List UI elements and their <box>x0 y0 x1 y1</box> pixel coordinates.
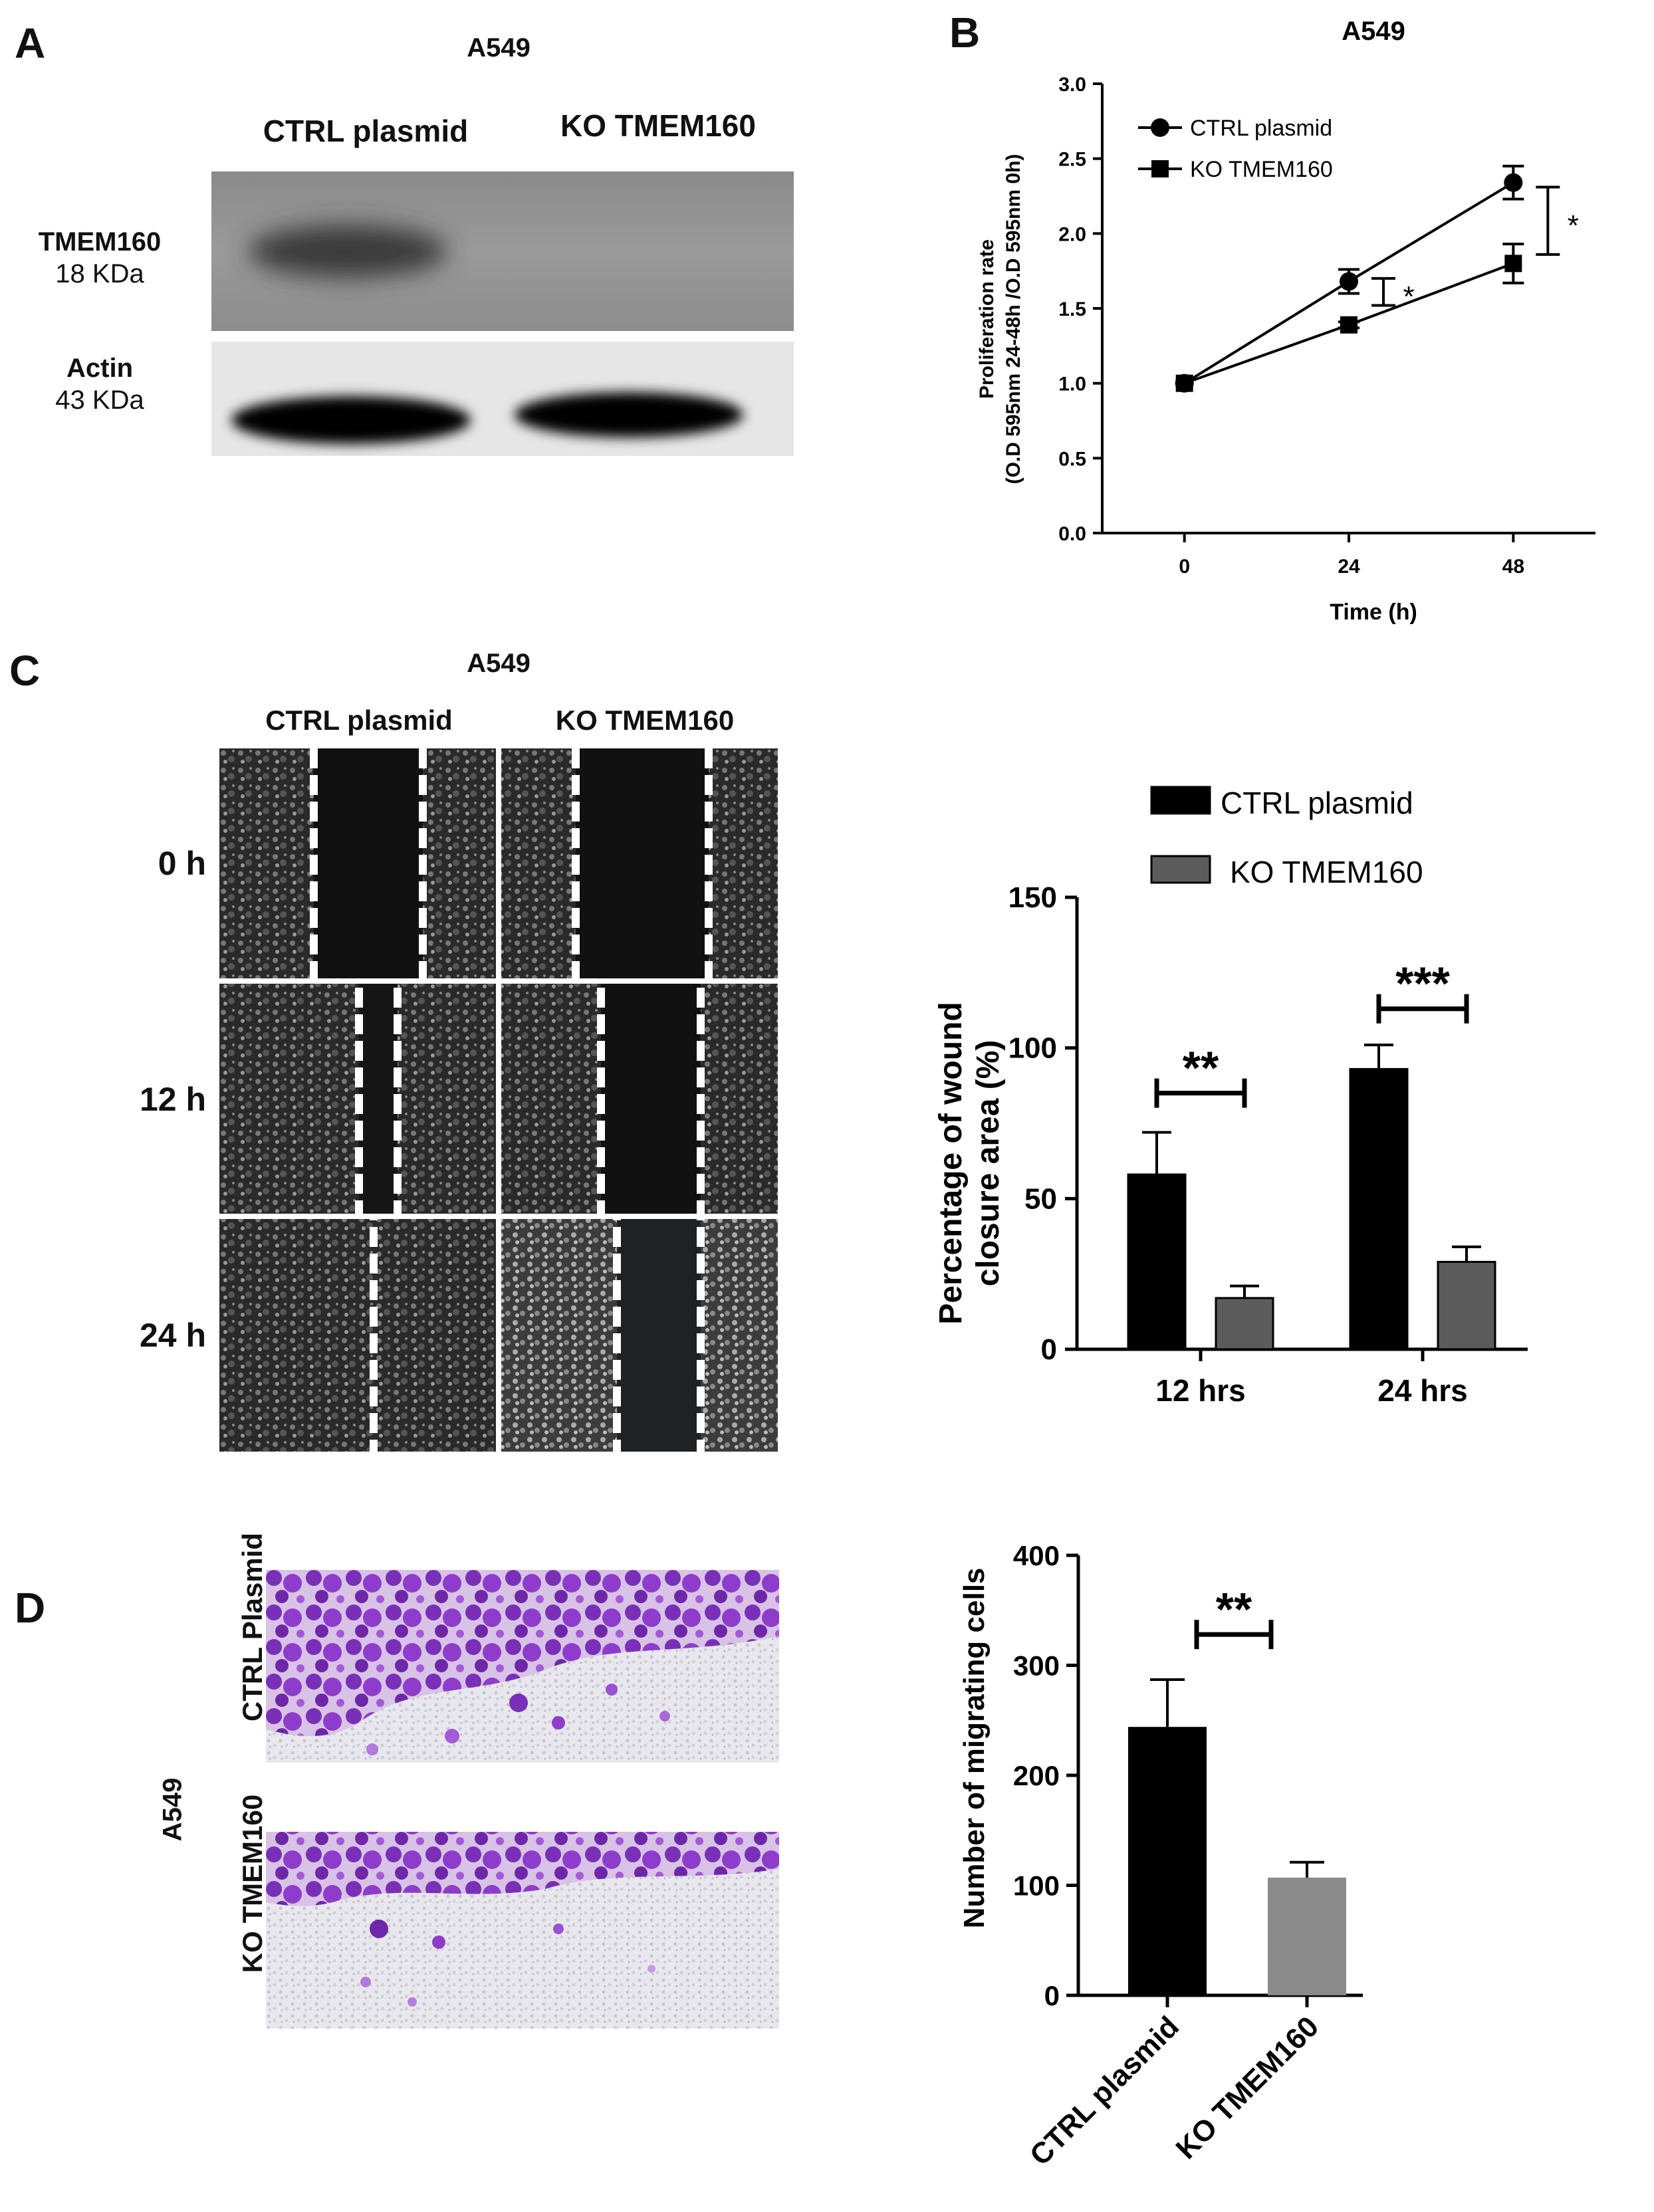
tmem160-band-ctrl <box>248 225 447 278</box>
wound-closure-x-tick-label: 12 hrs <box>1155 1373 1246 1408</box>
scratch-assay-grid <box>219 748 778 1452</box>
panel-c-col-ctrl: CTRL plasmid <box>265 705 453 736</box>
row-label-24h: 24 h <box>139 1317 206 1354</box>
wound-closure-y-tick-label: 100 <box>1008 1032 1057 1065</box>
wound-closure-ylabel-2: closure area (%) <box>971 1040 1006 1287</box>
panel-c-title: A549 <box>467 649 531 678</box>
scratch-12h-ko <box>501 984 778 1214</box>
panel-a-col-ctrl: CTRL plasmid <box>263 114 469 148</box>
transwell-ctrl-image <box>266 1570 779 1763</box>
proliferation-legend-marker <box>1151 160 1169 177</box>
proliferation-chart: A549 0.0 0.5 1.0 1.5 2.0 2.5 3.0 0 24 48 CTRL pla… <box>976 17 1595 625</box>
wound-closure-legend-label: CTRL plasmid <box>1221 786 1413 820</box>
proliferation-ylabel-2: (O.D 595nm 24-48h /O.D 595nm 0h) <box>1003 154 1024 485</box>
wound-closure-sig-label: *** <box>1395 958 1450 1010</box>
panel-d-row-ctrl: CTRL Plasmid <box>237 1533 268 1721</box>
migration-bar <box>1128 1727 1207 1995</box>
proliferation-legend-marker <box>1151 118 1169 137</box>
migration-sig-label: ** <box>1216 1583 1252 1635</box>
scratch-12h-ctrl <box>219 984 496 1214</box>
migration-y-tick-label: 0 <box>1044 1980 1060 2011</box>
migration-y-tick-label: 300 <box>1013 1650 1060 1682</box>
proliferation-point-square <box>1504 255 1522 273</box>
proliferation-point-square <box>1175 374 1193 392</box>
scratch-24h-ctrl <box>219 1219 496 1452</box>
migration-y-tick-label: 100 <box>1013 1870 1060 1902</box>
proliferation-title: A549 <box>1342 17 1405 46</box>
transwell-images <box>266 1570 779 2029</box>
proliferation-legend-label: KO TMEM160 <box>1190 157 1333 182</box>
proliferation-x-tick-label: 48 <box>1502 556 1524 578</box>
migration-ylabel: Number of migrating cells <box>958 1568 991 1929</box>
wound-closure-legend-swatch <box>1150 786 1211 815</box>
panel-a-letter: A <box>15 19 46 67</box>
panel-d-side-label: A549 <box>158 1777 187 1842</box>
panel-c-letter: C <box>9 647 41 695</box>
row-label-12h: 12 h <box>139 1081 206 1118</box>
band2-size: 43 KDa <box>55 386 144 415</box>
band2-label: Actin 43 KDa <box>13 352 186 416</box>
band1-size: 18 KDa <box>55 259 144 288</box>
wound-closure-ylabel-1: Percentage of wound <box>933 1002 969 1324</box>
band1-label: TMEM160 18 KDa <box>13 226 186 290</box>
migration-y-tick-label: 200 <box>1013 1760 1060 1791</box>
wound-closure-sig-label: ** <box>1183 1042 1219 1094</box>
proliferation-sig-24-label: * <box>1403 280 1414 313</box>
proliferation-x-tick-label: 0 <box>1179 556 1190 578</box>
proliferation-y-tick-label: 3.0 <box>1058 74 1086 96</box>
actin-band-ctrl <box>231 396 471 444</box>
wound-closure-bar <box>1127 1173 1187 1351</box>
proliferation-sig-48-label: * <box>1568 209 1579 242</box>
migration-x-tick-label: KO TMEM160 <box>1170 2010 1325 2165</box>
wound-closure-marks: ***** <box>1127 958 1496 1351</box>
proliferation-point-circle <box>1340 272 1358 291</box>
proliferation-xlabel: Time (h) <box>1330 600 1417 625</box>
proliferation-marks: CTRL plasmid KO TMEM160 * * <box>1138 116 1579 393</box>
proliferation-y-tick-label: 0.0 <box>1058 523 1086 545</box>
wound-closure-bar <box>1437 1261 1496 1351</box>
migration-marks: ** <box>1128 1583 1346 1995</box>
proliferation-y-tick-label: 1.5 <box>1058 298 1086 320</box>
scratch-0h-ctrl <box>219 748 496 978</box>
row-label-0h: 0 h <box>158 845 206 882</box>
migration-x-tick-label: CTRL plasmid <box>1024 2010 1185 2171</box>
wound-closure-y-tick-label: 50 <box>1024 1182 1057 1215</box>
panel-a-col-ko: KO TMEM160 <box>560 108 756 143</box>
panel-d-letter: D <box>15 1584 46 1632</box>
proliferation-y-tick-label: 2.5 <box>1058 149 1086 171</box>
wound-closure-y-tick-label: 0 <box>1041 1333 1057 1366</box>
scratch-24h-ko <box>501 1219 778 1452</box>
proliferation-point-circle <box>1504 173 1523 192</box>
proliferation-y-tick-label: 1.0 <box>1058 374 1086 395</box>
proliferation-x-tick-label: 24 <box>1338 556 1360 578</box>
band2-name: Actin <box>66 354 133 383</box>
panel-b-letter: B <box>949 9 981 56</box>
proliferation-y-tick-label: 2.0 <box>1058 223 1086 245</box>
wound-closure-bar <box>1349 1067 1409 1351</box>
migration-y-tick-label: 400 <box>1013 1540 1060 1571</box>
panel-a-title: A549 <box>467 33 531 62</box>
western-blot <box>211 171 794 456</box>
wound-closure-bar <box>1215 1297 1274 1351</box>
proliferation-legend-label: CTRL plasmid <box>1190 116 1332 141</box>
band1-name: TMEM160 <box>38 227 162 257</box>
migration-bar <box>1268 1877 1346 1995</box>
wound-closure-chart: CTRL plasmid KO TMEM160 0 50 100 150 12 hrs 24… <box>933 786 1528 1408</box>
panel-d-row-ko: KO TMEM160 <box>237 1794 268 1973</box>
scratch-0h-ko <box>501 748 778 978</box>
transwell-ko-image <box>266 1832 779 2029</box>
wound-closure-y-tick-label: 150 <box>1008 881 1057 914</box>
actin-band-ko <box>515 392 743 437</box>
proliferation-point-square <box>1340 316 1358 334</box>
panel-c-col-ko: KO TMEM160 <box>555 705 735 736</box>
proliferation-ylabel-1: Proliferation rate <box>976 239 998 399</box>
wound-closure-x-tick-label: 24 hrs <box>1377 1373 1468 1408</box>
wound-closure-legend-label: KO TMEM160 <box>1230 855 1423 889</box>
wound-closure-legend: CTRL plasmid KO TMEM160 <box>1150 786 1423 889</box>
proliferation-axes: 0.0 0.5 1.0 1.5 2.0 2.5 3.0 0 24 48 <box>1058 74 1595 578</box>
wound-closure-legend-swatch <box>1150 855 1211 884</box>
proliferation-y-tick-label: 0.5 <box>1058 448 1086 470</box>
